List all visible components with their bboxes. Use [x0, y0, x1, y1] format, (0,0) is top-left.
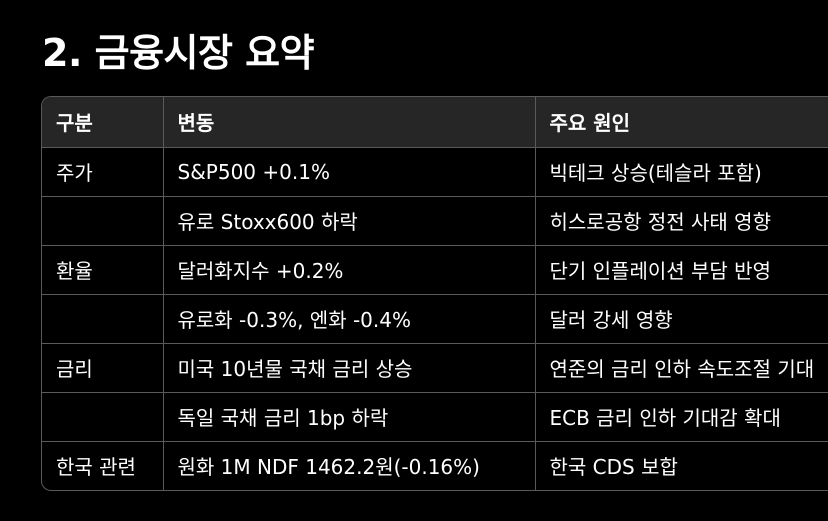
cell-cause: ECB 금리 인하 기대감 확대 — [535, 392, 828, 442]
cell-cause: 한국 CDS 보합 — [549, 455, 678, 480]
header-main-cause: 주요 원인 — [535, 97, 828, 148]
cell-change: S&P500 +0.1% — [163, 147, 536, 197]
cell-cause: 단기 인플레이션 부담 반영 — [535, 245, 828, 295]
cell-category: 환율 — [42, 245, 164, 295]
cell-category: 금리 — [42, 343, 164, 393]
cell-category — [42, 196, 164, 246]
summary-table-container: 구분 변동 주요 원인 주가 S&P500 +0.1% 빅테크 상승(테슬라 포… — [41, 96, 828, 491]
table-row: 독일 국채 금리 1bp 하락 ECB 금리 인하 기대감 확대 — [42, 392, 828, 442]
market-summary-table: 구분 변동 주요 원인 주가 S&P500 +0.1% 빅테크 상승(테슬라 포… — [42, 97, 828, 490]
table-row: 금리 미국 10년물 국채 금리 상승 연준의 금리 인하 속도조절 기대 — [42, 343, 828, 393]
table-header-row: 구분 변동 주요 원인 — [42, 97, 828, 148]
header-change: 변동 — [163, 97, 536, 148]
table-row: 유로 Stoxx600 하락 히스로공항 정전 사태 영향 — [42, 196, 828, 246]
cell-cause: 빅테크 상승(테슬라 포함) — [535, 147, 828, 197]
cell-change: 유로화 -0.3%, 엔화 -0.4% — [163, 294, 536, 344]
cell-change: 달러화지수 +0.2% — [163, 245, 536, 295]
cell-change: 미국 10년물 국채 금리 상승 — [163, 343, 536, 393]
cell-cause: 연준의 금리 인하 속도조절 기대 — [535, 343, 828, 393]
cell-cause: 히스로공항 정전 사태 영향 — [535, 196, 828, 246]
cell-change: 유로 Stoxx600 하락 — [163, 196, 536, 246]
header-category: 구분 — [42, 97, 164, 148]
cell-category — [42, 392, 164, 442]
page-title: 2. 금융시장 요약 — [42, 31, 315, 75]
table-row: 주가 S&P500 +0.1% 빅테크 상승(테슬라 포함) — [42, 147, 828, 197]
table-row: 한국 관련 원화 1M NDF 1462.2원(-0.16%) 한국 CDS 보… — [42, 441, 828, 490]
cell-category: 주가 — [42, 147, 164, 197]
table-row: 환율 달러화지수 +0.2% 단기 인플레이션 부담 반영 — [42, 245, 828, 295]
cell-category: 한국 관련 — [42, 441, 164, 490]
cell-cause: 달러 강세 영향 — [535, 294, 828, 344]
cell-change: 독일 국채 금리 1bp 하락 — [163, 392, 536, 442]
table-row: 유로화 -0.3%, 엔화 -0.4% 달러 강세 영향 — [42, 294, 828, 344]
cell-change: 원화 1M NDF 1462.2원(-0.16%) — [163, 441, 536, 490]
cell-category — [42, 294, 164, 344]
